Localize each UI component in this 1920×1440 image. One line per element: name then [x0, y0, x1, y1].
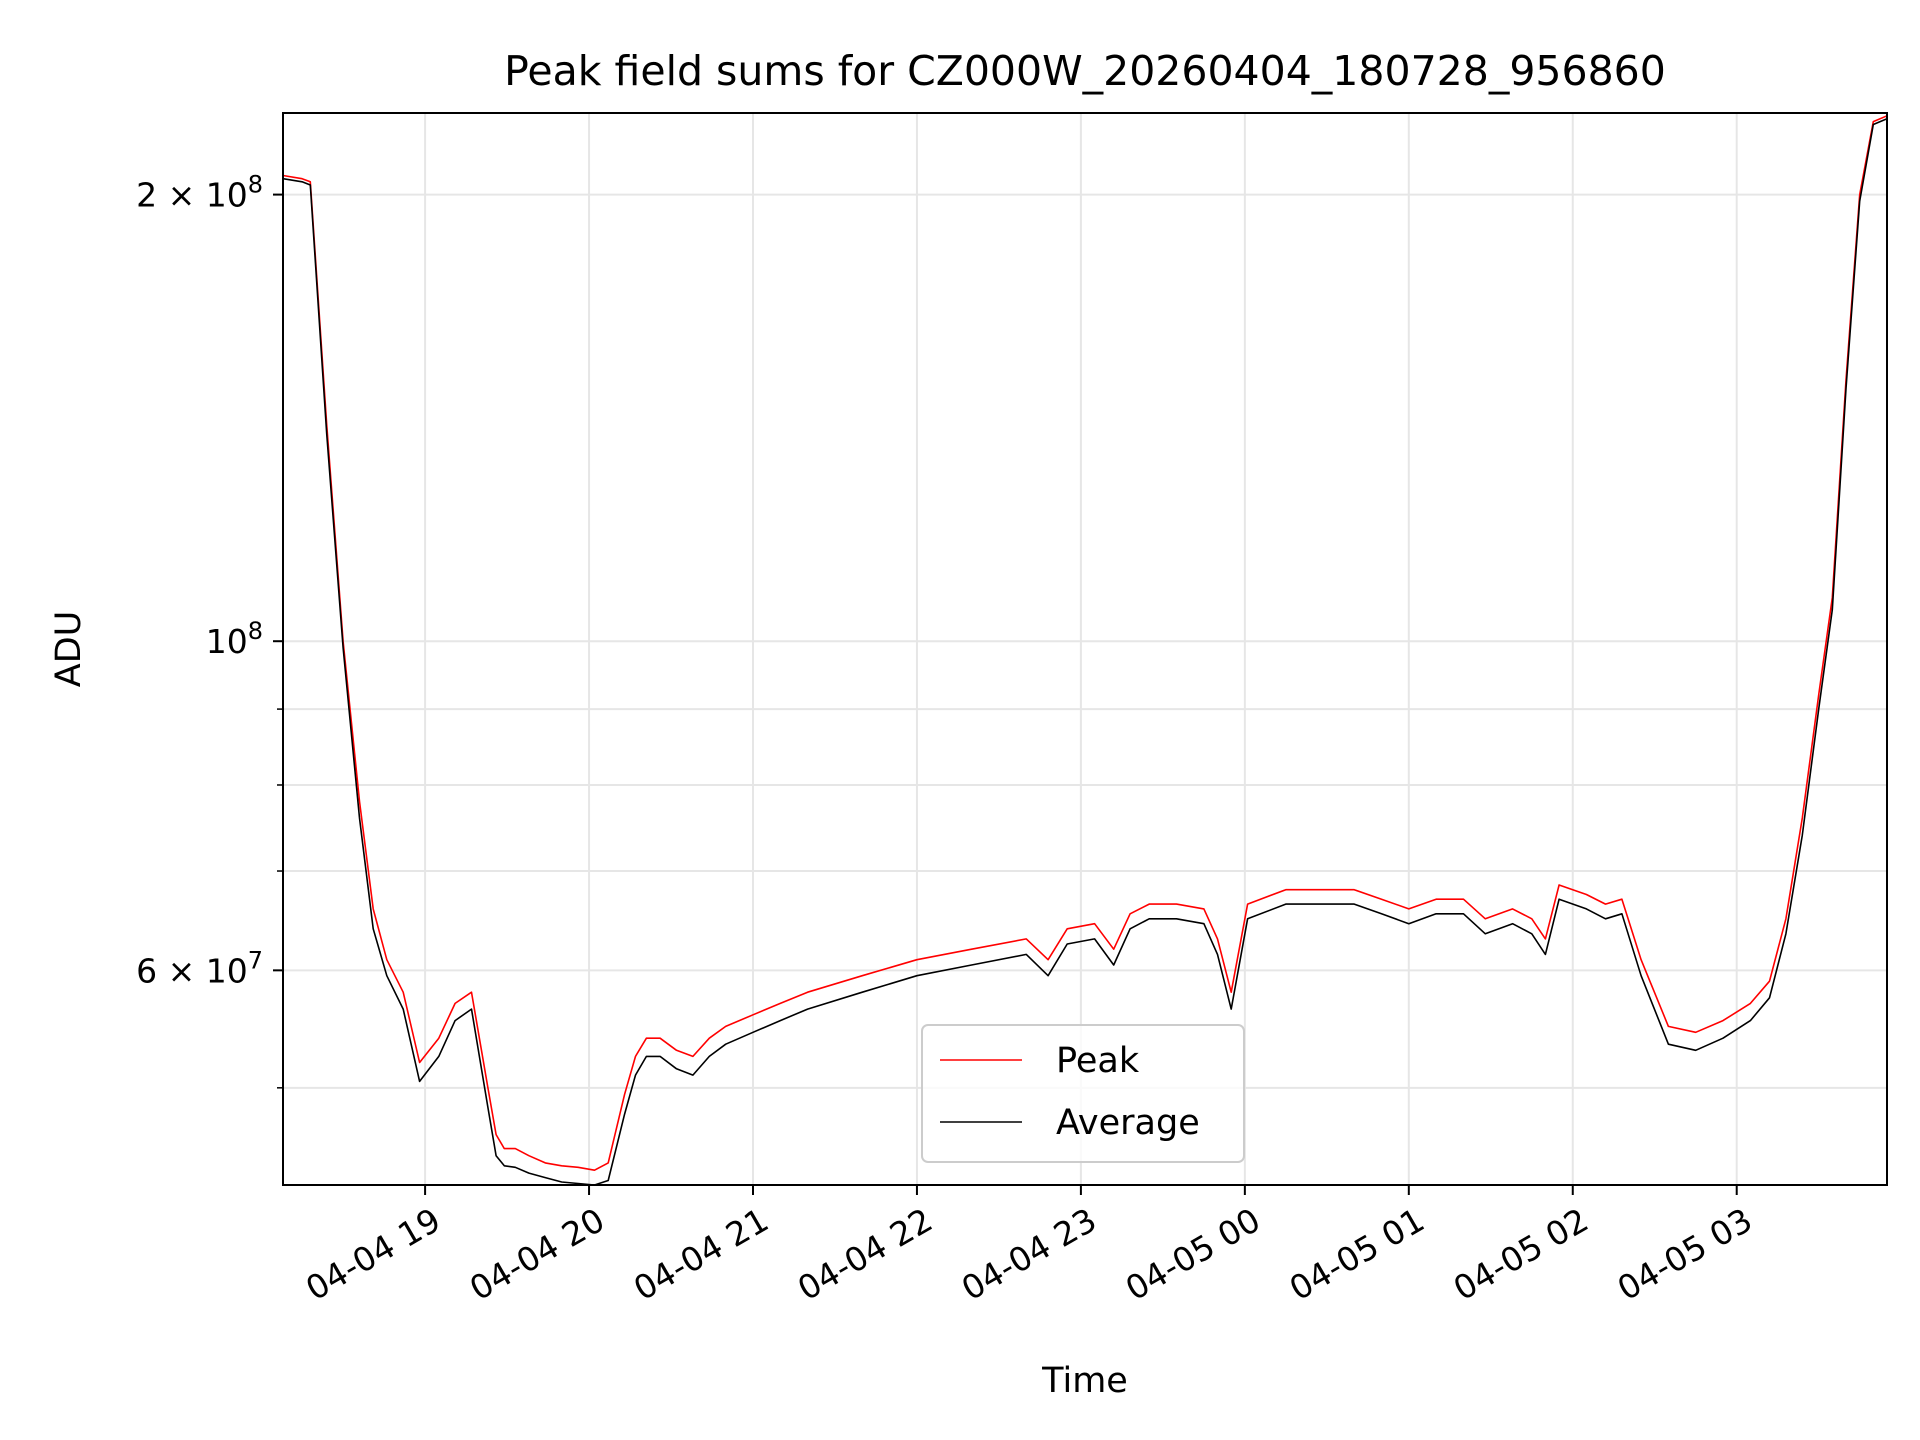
y-axis-label: ADU — [49, 611, 89, 688]
chart-title: Peak field sums for CZ000W_20260404_1807… — [504, 47, 1666, 95]
y-axis: 6 × 107 108 2 × 108 — [136, 171, 283, 1089]
series-line-peak — [283, 115, 1887, 1171]
x-tick-label-4: 04-04 23 — [955, 1200, 1103, 1308]
x-tick-label-3: 04-04 22 — [791, 1200, 939, 1308]
x-tick-label-5: 04-05 00 — [1119, 1200, 1267, 1308]
plot-frame — [282, 112, 1888, 1186]
y-tick-label-2: 2 × 108 — [136, 171, 263, 215]
legend-label-average: Average — [1056, 1103, 1200, 1143]
x-axis: 04-04 19 04-04 20 04-04 21 04-04 22 04-04 23… — [299, 1185, 1759, 1308]
x-tick-label-7: 04-05 02 — [1447, 1200, 1595, 1308]
x-tick-label-2: 04-04 21 — [627, 1200, 775, 1308]
x-tick-label-0: 04-04 19 — [299, 1200, 447, 1308]
y-tick-label-1: 108 — [206, 617, 263, 661]
x-tick-label-8: 04-05 03 — [1611, 1200, 1759, 1308]
series-line-average — [283, 117, 1887, 1185]
x-tick-label-6: 04-05 01 — [1283, 1200, 1431, 1308]
legend: Peak Average — [921, 1024, 1245, 1163]
x-tick-label-1: 04-04 20 — [463, 1200, 611, 1308]
y-tick-label-0: 6 × 107 — [136, 946, 263, 990]
series-layer — [283, 115, 1887, 1185]
legend-label-peak: Peak — [1056, 1041, 1140, 1081]
x-axis-label: Time — [1041, 1361, 1128, 1401]
